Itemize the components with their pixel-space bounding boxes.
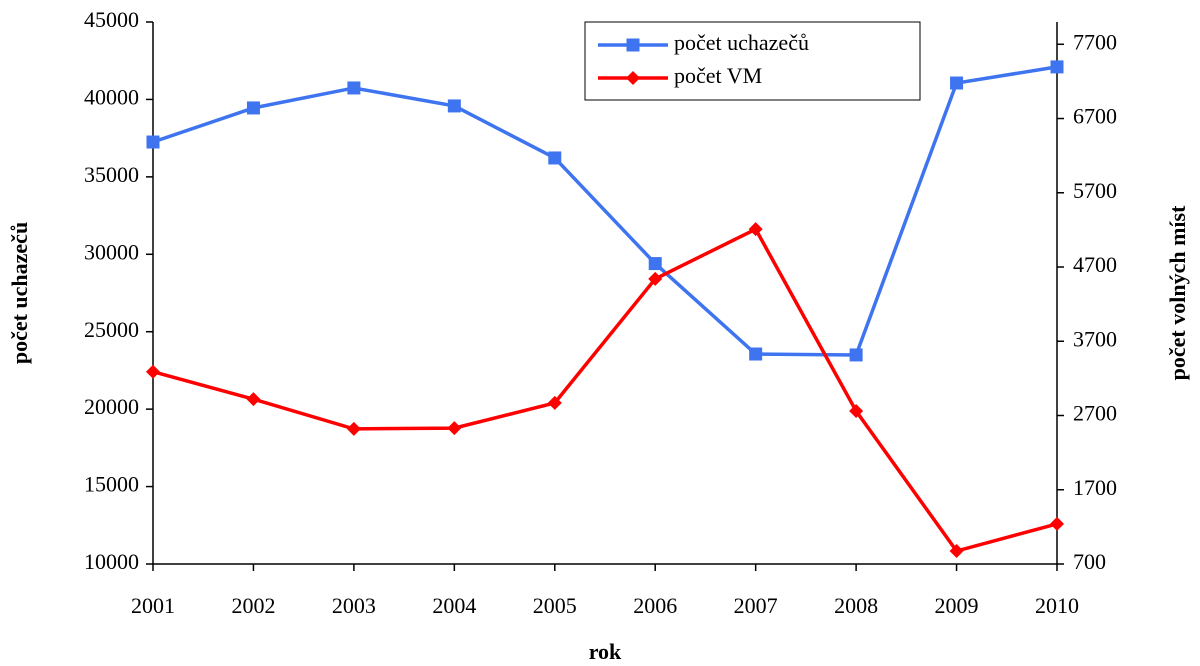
series-line [152, 65, 1058, 357]
x-tick-label: 2005 [533, 593, 577, 618]
x-tick-label: 2009 [935, 593, 979, 618]
legend-marker [626, 38, 640, 52]
legend-marker [626, 71, 640, 85]
marker [346, 421, 361, 436]
marker [950, 76, 964, 90]
marker [447, 421, 462, 436]
y-tick-label: 30000 [84, 239, 139, 264]
marker [648, 257, 662, 271]
marker [146, 364, 160, 379]
legend-label: počet uchazečů [674, 30, 809, 55]
marker [548, 151, 562, 165]
y-tick-label: 45000 [84, 7, 139, 32]
x-axis-title: rok [589, 639, 622, 664]
x-tick-label: 2001 [131, 593, 175, 618]
marker [146, 135, 160, 149]
x-tick-label: 2004 [432, 593, 476, 618]
x-tick-label: 2002 [231, 593, 275, 618]
y-tick-label: 40000 [84, 84, 139, 109]
marker [748, 222, 763, 237]
legend-label: počet VM [674, 63, 762, 88]
x-tick-label: 2006 [633, 593, 677, 618]
y-tick-label: 25000 [84, 317, 139, 342]
marker [1050, 516, 1064, 531]
marker [749, 347, 763, 361]
marker [849, 404, 864, 419]
marker [849, 348, 863, 362]
x-tick-label: 2008 [834, 593, 878, 618]
y2-tick-label: 5700 [1073, 178, 1117, 203]
legend [584, 21, 921, 101]
x-tick-label: 2010 [1035, 593, 1079, 618]
y2-tick-label: 2700 [1073, 401, 1117, 426]
marker [246, 392, 261, 407]
marker [347, 81, 361, 95]
y2-tick-label: 1700 [1073, 475, 1117, 500]
marker [547, 395, 562, 410]
series-line [152, 226, 1058, 554]
marker [246, 101, 260, 115]
y2-tick-label: 6700 [1073, 104, 1117, 129]
x-tick-label: 2003 [332, 593, 376, 618]
y2-tick-label: 3700 [1073, 326, 1117, 351]
y-tick-label: 20000 [84, 394, 139, 419]
marker [949, 544, 964, 559]
y-tick-label: 15000 [84, 472, 139, 497]
y2-axis-title: počet volných míst [1165, 205, 1190, 380]
y2-tick-label: 700 [1073, 549, 1106, 574]
marker [1050, 60, 1064, 74]
marker [648, 271, 663, 286]
y2-tick-label: 4700 [1073, 252, 1117, 277]
y-tick-label: 35000 [84, 162, 139, 187]
marker [447, 99, 461, 113]
x-tick-label: 2007 [734, 593, 778, 618]
y-tick-label: 10000 [84, 549, 139, 574]
y2-tick-label: 7700 [1073, 29, 1117, 54]
y-axis-title: počet uchazečů [7, 222, 32, 364]
